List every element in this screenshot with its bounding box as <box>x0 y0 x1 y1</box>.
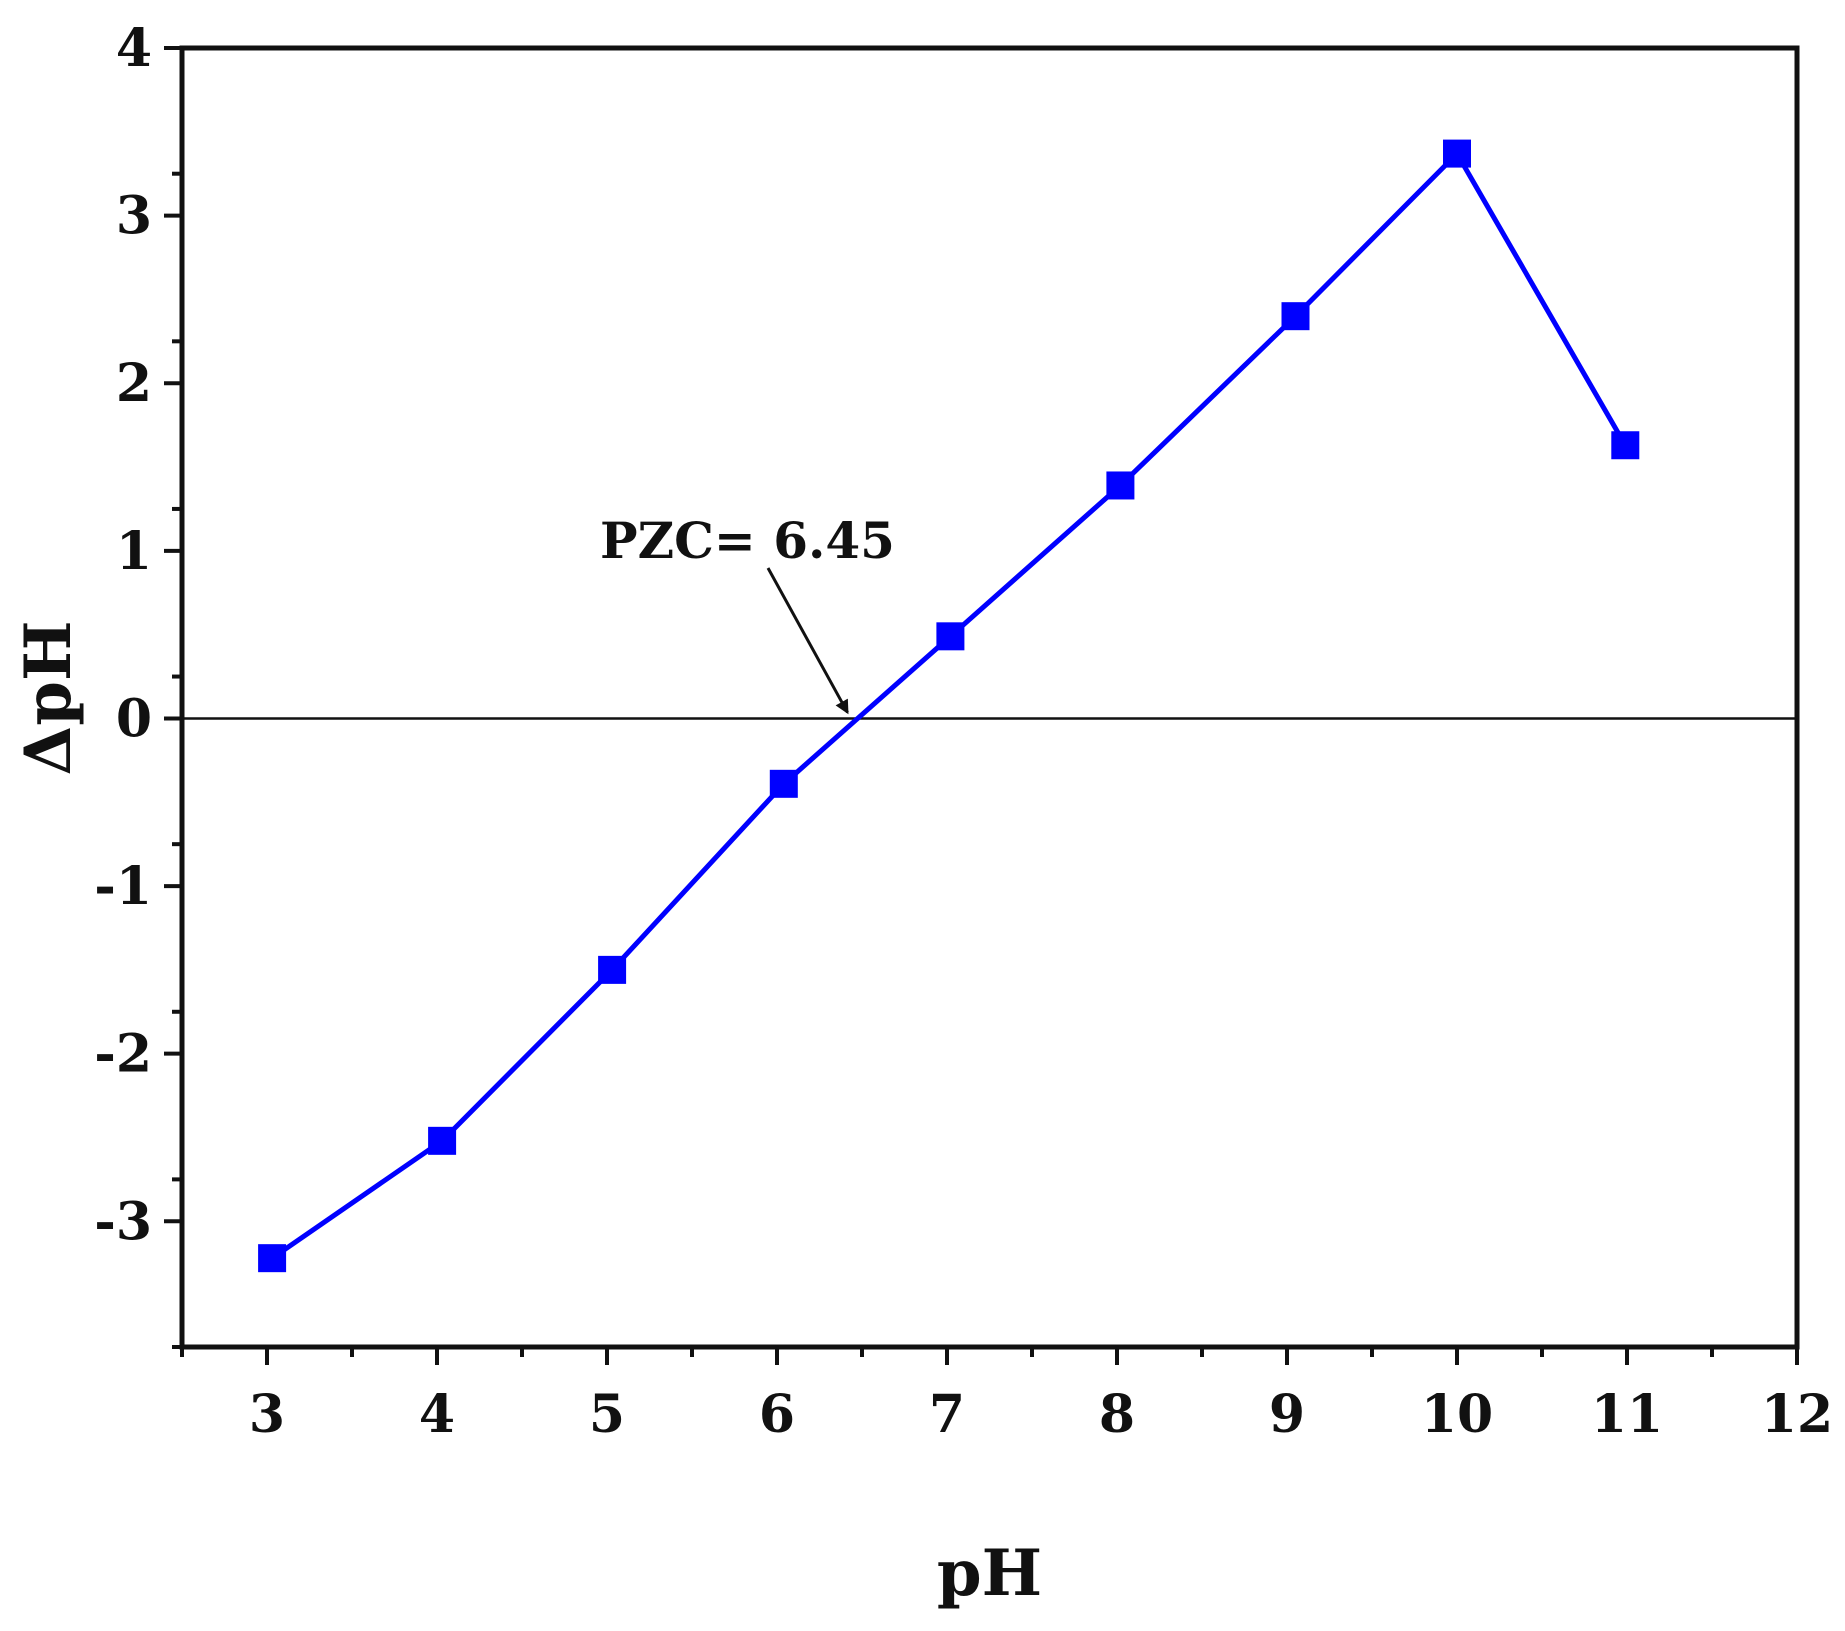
data-point <box>1106 471 1135 500</box>
series-line <box>270 151 1628 1261</box>
y-tick-label: 3 <box>116 186 152 247</box>
y-tick-label: 2 <box>116 353 152 414</box>
data-point <box>1281 302 1310 331</box>
data-point <box>598 955 627 984</box>
x-tick-label: 8 <box>1099 1384 1135 1445</box>
x-tick-label: 12 <box>1761 1384 1833 1445</box>
data-point <box>1611 431 1640 460</box>
x-tick-label: 10 <box>1421 1384 1493 1445</box>
data-point <box>428 1126 457 1155</box>
data-point <box>936 622 965 651</box>
pzc-annotation-arrow <box>766 567 849 715</box>
y-tick-label: 1 <box>116 521 152 582</box>
data-point <box>769 769 798 798</box>
x-tick-label: 3 <box>249 1384 285 1445</box>
y-tick-label: -2 <box>94 1024 152 1085</box>
y-tick-label: 4 <box>116 18 152 79</box>
y-tick-label: -1 <box>94 856 152 917</box>
x-tick-label: 4 <box>419 1384 455 1445</box>
data-point <box>258 1244 287 1273</box>
plot-layer <box>182 139 1797 1273</box>
x-tick-label: 6 <box>759 1384 795 1445</box>
plot-frame <box>179 45 1800 1350</box>
x-axis-title: pH <box>937 1536 1042 1611</box>
x-tick-label: 7 <box>929 1384 965 1445</box>
y-axis-title: ΔpH <box>11 621 86 776</box>
x-tick-label: 11 <box>1591 1384 1663 1445</box>
x-tick-label: 9 <box>1269 1384 1305 1445</box>
pzc-annotation-label: PZC= 6.45 <box>600 511 895 570</box>
x-tick-label: 5 <box>589 1384 625 1445</box>
data-point <box>1443 139 1471 168</box>
y-tick-label: 0 <box>116 688 152 749</box>
y-tick-label: -3 <box>94 1191 152 1252</box>
